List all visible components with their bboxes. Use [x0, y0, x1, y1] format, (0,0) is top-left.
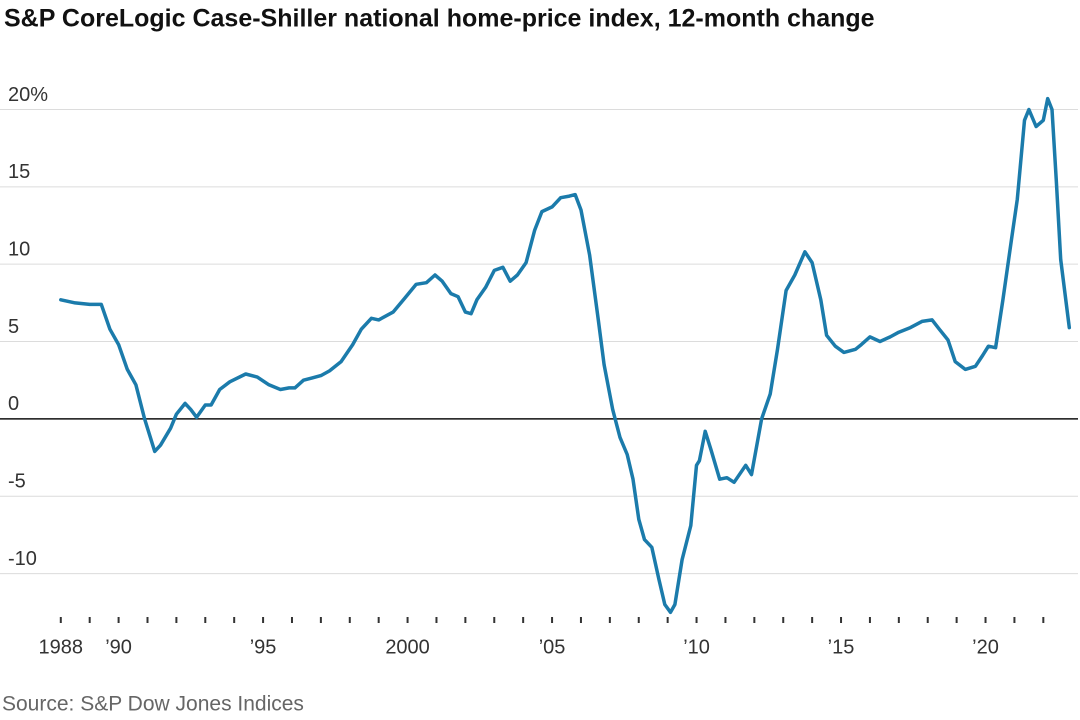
source: Source: S&P Dow Jones Indices [2, 693, 304, 716]
y-tick-label: 0 [8, 393, 19, 415]
x-tick-label: 1988 [39, 636, 84, 658]
y-tick-label: -10 [8, 548, 37, 570]
x-tick-label: ’20 [972, 636, 999, 658]
x-tick-label: ’15 [828, 636, 855, 658]
chart-title: S&P CoreLogic Case-Shiller national home… [4, 5, 875, 33]
data-line [59, 96, 1072, 615]
y-tick-label: 10 [8, 238, 30, 260]
x-tick-label: ’05 [539, 636, 566, 658]
x-tick-label: ’95 [250, 636, 277, 658]
y-tick-label: 5 [8, 316, 19, 338]
y-tick-label: 20% [8, 84, 48, 106]
y-tick-label: -5 [8, 471, 26, 493]
x-tick-label: ’90 [105, 636, 132, 658]
y-tick-label: 15 [8, 161, 30, 183]
x-tick-label: 2000 [385, 636, 430, 658]
x-tick-label: ’10 [683, 636, 710, 658]
